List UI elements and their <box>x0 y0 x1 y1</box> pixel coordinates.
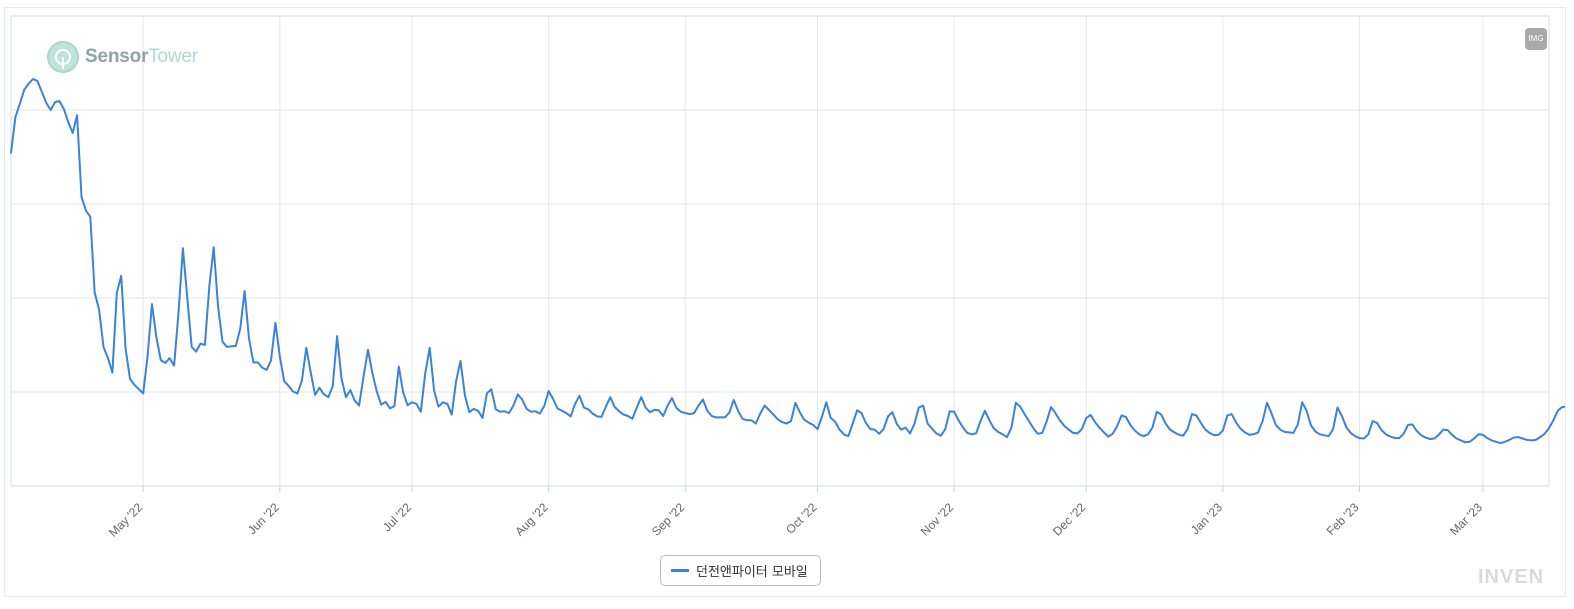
plot-area-border <box>10 15 1550 487</box>
x-tick-label: Oct '22 <box>783 500 820 537</box>
x-tick-label: Jun '22 <box>245 500 282 537</box>
x-tick-label: May '22 <box>106 500 146 540</box>
line-chart: May '22 Jun '22 Jul '22 Aug '22 Sep '22 Oct '… <box>10 15 1565 540</box>
chart-container: May '22 Jun '22 Jul '22 Aug '22 Sep '22 Oct '… <box>4 7 1566 597</box>
x-tick-label: Jan '23 <box>1188 500 1225 537</box>
series-line <box>10 78 1565 445</box>
sensortower-logo-text: SensorTower <box>85 46 198 68</box>
x-tick-label: Aug '22 <box>512 500 551 539</box>
inven-watermark: INVEN <box>1478 566 1545 588</box>
logo-text-tower: Tower <box>148 46 198 67</box>
x-tick-label: Feb '23 <box>1324 500 1362 538</box>
x-tick-label: Jul '22 <box>380 500 414 534</box>
legend-label: 던전앤파이터 모바일 <box>696 565 808 580</box>
sensortower-logo: SensorTower <box>47 41 198 73</box>
image-export-button[interactable]: IMG <box>1525 28 1547 50</box>
x-tick-label: Sep '22 <box>649 500 688 539</box>
x-tick-label: Nov '22 <box>918 500 957 539</box>
x-tick-label: Dec '22 <box>1050 500 1089 539</box>
x-tick-label: Mar '23 <box>1447 500 1485 538</box>
sensortower-logo-icon <box>47 41 79 73</box>
logo-text-sensor: Sensor <box>85 46 149 67</box>
legend-line-swatch <box>671 569 689 572</box>
chart-legend-item[interactable]: 던전앤파이터 모바일 <box>660 555 821 586</box>
